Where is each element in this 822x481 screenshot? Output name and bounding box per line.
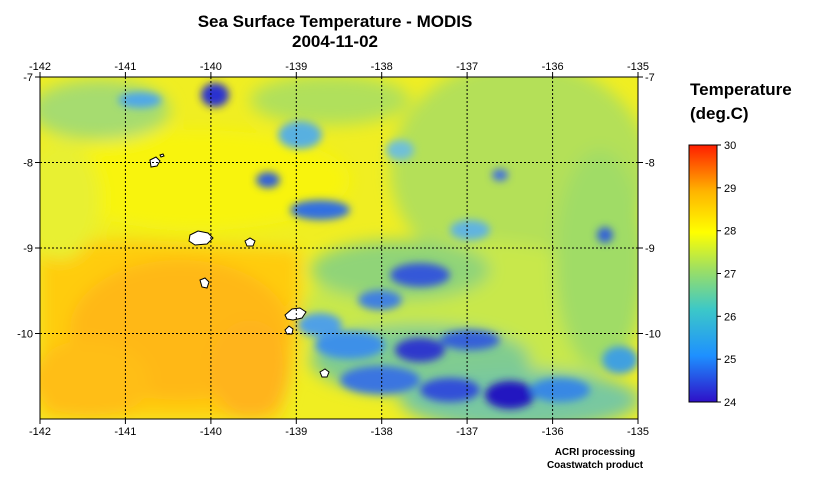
island xyxy=(199,277,210,289)
lon-label-top: -142 xyxy=(29,61,51,73)
colorbar-tick-label: 29 xyxy=(724,183,736,195)
lat-label-left: -10 xyxy=(17,329,33,341)
credit-processing: ACRI processing xyxy=(554,447,636,458)
lon-label-bottom: -140 xyxy=(200,426,222,438)
sst-field xyxy=(40,77,638,419)
colorbar-tick-label: 27 xyxy=(724,269,736,281)
colorbar-title-line1: Temperature xyxy=(690,80,792,99)
lon-label-bottom: -138 xyxy=(371,426,393,438)
lon-label-bottom: -137 xyxy=(456,426,478,438)
colorbar-tick-label: 24 xyxy=(724,397,736,409)
lon-label-top: -136 xyxy=(542,61,564,73)
colorbar-tick-label: 28 xyxy=(724,226,736,238)
lon-label-top: -141 xyxy=(114,61,136,73)
lat-label-left: -9 xyxy=(23,243,33,255)
lon-label-top: -137 xyxy=(456,61,478,73)
island xyxy=(159,153,165,158)
chart-title: Sea Surface Temperature - MODIS xyxy=(197,12,473,31)
lon-label-bottom: -135 xyxy=(627,426,649,438)
credit-product: Coastwatch product xyxy=(546,460,644,471)
lon-label-bottom: -141 xyxy=(114,426,136,438)
lat-label-right: -10 xyxy=(645,329,661,341)
chart-date: 2004-11-02 xyxy=(291,32,379,51)
island xyxy=(284,325,294,335)
lon-label-bottom: -142 xyxy=(29,426,51,438)
island xyxy=(188,230,214,246)
island xyxy=(149,156,161,168)
island xyxy=(284,307,307,321)
island-group xyxy=(149,153,330,378)
colorbar-tick-label: 25 xyxy=(724,354,736,366)
lat-label-right: -8 xyxy=(645,158,655,170)
gridlines xyxy=(40,77,638,419)
lon-label-bottom: -139 xyxy=(285,426,307,438)
colorbar-gradient xyxy=(688,144,718,403)
island xyxy=(319,368,330,378)
colorbar-tick-label: 30 xyxy=(724,140,736,152)
lon-label-top: -139 xyxy=(285,61,307,73)
island xyxy=(244,237,256,247)
colorbar-title: Temperature (deg.C) xyxy=(690,78,792,126)
lon-label-bottom: -136 xyxy=(542,426,564,438)
lat-label-left: -7 xyxy=(23,72,33,84)
lon-label-top: -135 xyxy=(627,61,649,73)
lon-label-top: -138 xyxy=(371,61,393,73)
colorbar-title-line2: (deg.C) xyxy=(690,104,749,123)
lat-label-left: -8 xyxy=(23,158,33,170)
lon-label-top: -140 xyxy=(200,61,222,73)
lat-label-right: -7 xyxy=(645,72,655,84)
colorbar-tick-label: 26 xyxy=(724,311,736,323)
tick-marks xyxy=(35,72,643,424)
colorbar: 30 29 28 27 26 25 24 xyxy=(688,140,736,409)
lat-label-right: -9 xyxy=(645,243,655,255)
